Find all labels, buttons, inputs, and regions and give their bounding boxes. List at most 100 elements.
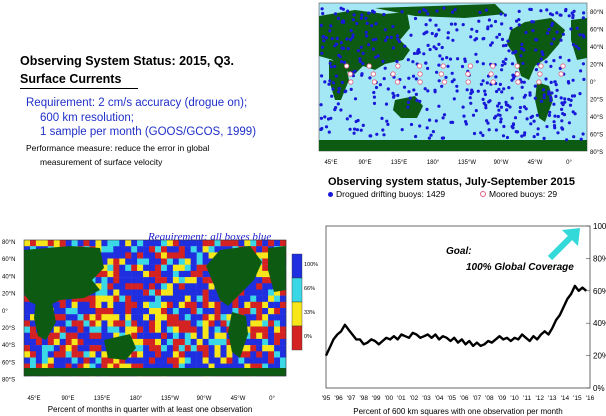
coverage-lat-label: 20°N <box>2 292 15 298</box>
drifter-dot <box>352 13 356 17</box>
drifter-dot <box>522 105 526 109</box>
drifter-dot <box>494 114 498 118</box>
coverage-cell <box>262 240 269 247</box>
coverage-cell <box>178 283 185 290</box>
drifter-dot <box>376 54 380 58</box>
coverage-cell <box>107 289 114 296</box>
coverage-cell <box>161 314 168 321</box>
drifter-dot <box>440 45 444 50</box>
coverage-cell <box>244 301 251 309</box>
drifter-dot <box>446 36 450 40</box>
coverage-cell <box>190 258 197 265</box>
coverage-cell <box>95 270 102 278</box>
drifter-dot <box>368 76 372 80</box>
coverage-cell <box>143 314 150 321</box>
drifter-dot <box>500 37 505 42</box>
coverage-cell <box>280 295 287 302</box>
drifter-dot <box>556 114 560 119</box>
coverage-cell <box>125 301 132 309</box>
drifter-dot <box>383 66 387 70</box>
drifter-dot <box>520 46 524 51</box>
coverage-cell <box>131 314 138 321</box>
drifter-dot <box>520 80 524 84</box>
coverage-cell <box>220 357 227 364</box>
coverage-cell <box>131 326 138 333</box>
coverage-cell <box>172 351 180 358</box>
coverage-cell <box>256 351 263 358</box>
coverage-lon-label: 90°W <box>197 396 212 402</box>
coverage-cell <box>196 295 203 302</box>
coverage-cell <box>155 246 162 253</box>
coverage-cell <box>166 240 174 247</box>
coverage-cell <box>149 332 156 340</box>
coverage-cell <box>220 326 227 333</box>
drifter-dot <box>381 128 385 132</box>
coverage-cell <box>274 295 281 302</box>
coverage-cell <box>101 264 108 272</box>
coverage-cell <box>131 264 138 272</box>
drifter-dot <box>511 123 515 127</box>
coverage-cell <box>256 277 263 284</box>
coverage-cell <box>137 320 144 327</box>
coverage-cell <box>149 240 156 247</box>
coverage-cell <box>53 314 60 321</box>
drifter-dot <box>550 91 554 95</box>
coverage-cell <box>178 240 185 247</box>
drifter-dot <box>422 8 426 12</box>
drifter-dot <box>343 90 347 94</box>
coverage-cell <box>107 277 114 284</box>
coverage-cell <box>119 277 126 284</box>
coverage-cell <box>166 338 174 346</box>
drifter-dot <box>353 127 357 131</box>
coverage-colorbar: 100% 66% 33% 0% <box>291 253 318 351</box>
coverage-cell <box>77 295 84 302</box>
coverage-cell <box>196 270 203 278</box>
coverage-cell <box>83 363 90 370</box>
coverage-cell <box>172 314 180 321</box>
moored-buoy-dot <box>490 79 496 85</box>
drifter-dot <box>328 79 332 83</box>
legend-drifting: Drogued drifting buoys: 1429 <box>328 189 445 199</box>
coverage-cell <box>202 338 209 346</box>
drifter-dot <box>561 103 565 107</box>
coverage-cell <box>178 326 185 333</box>
drifter-dot <box>345 37 349 41</box>
coverage-cell <box>107 357 114 364</box>
drifter-dot <box>361 62 365 66</box>
y-tick-label: 40% <box>593 319 606 328</box>
drifter-dot <box>558 55 562 60</box>
coverage-lat-label: 80°N <box>2 240 15 246</box>
drifter-dot <box>569 98 573 102</box>
coverage-cell <box>244 357 251 364</box>
coverage-cell <box>143 270 150 278</box>
drifter-dot <box>529 122 533 126</box>
coverage-cell <box>143 326 150 333</box>
coverage-cell <box>65 301 72 309</box>
drifter-dot <box>531 29 535 33</box>
coverage-cell <box>137 283 144 290</box>
coverage-cell <box>220 301 227 309</box>
coverage-cell <box>244 320 251 327</box>
drifter-dot <box>337 90 341 94</box>
coverage-cell <box>178 314 185 321</box>
coverage-cell <box>190 264 197 272</box>
drifter-dot <box>374 37 378 42</box>
coverage-cell <box>113 289 120 296</box>
coverage-cell <box>238 357 245 364</box>
drifter-dot <box>328 29 332 33</box>
drifter-dot <box>487 128 491 132</box>
x-tick-label: '96 <box>334 395 343 402</box>
drifter-dot <box>330 94 334 98</box>
coverage-cell <box>161 338 168 346</box>
coverage-cell <box>71 240 78 247</box>
drifter-dot <box>391 46 395 50</box>
coverage-cell <box>101 258 108 265</box>
coverage-cell <box>226 308 233 315</box>
coverage-cell <box>250 283 257 290</box>
coverage-cell <box>155 308 162 315</box>
drifter-dot <box>510 96 514 100</box>
coverage-cell <box>137 357 144 364</box>
drifter-dot <box>426 89 430 93</box>
drifter-dot <box>475 60 479 64</box>
coverage-cell <box>274 332 281 340</box>
